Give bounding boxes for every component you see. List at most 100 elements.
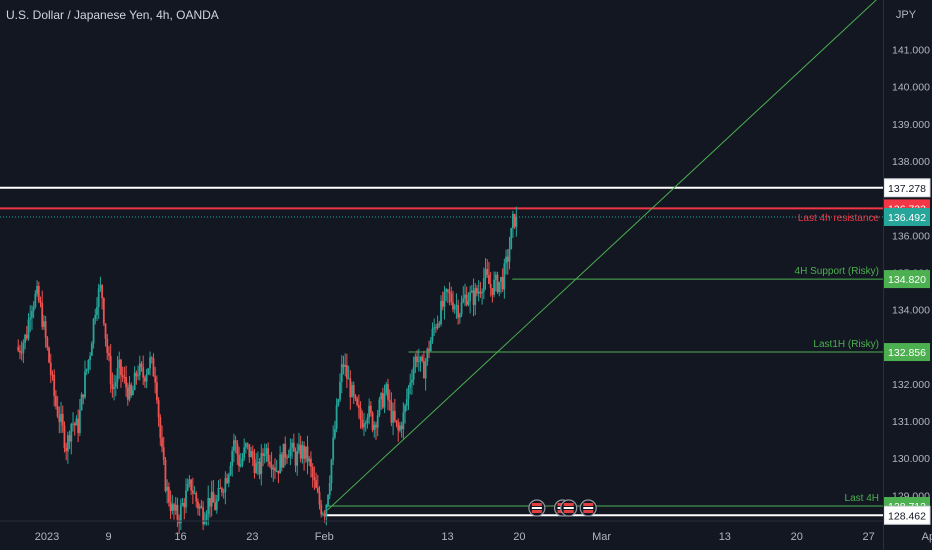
candle-body — [75, 418, 78, 426]
candle-body — [464, 294, 466, 299]
candle-body — [373, 424, 376, 430]
price-tag-label: 137.278 — [888, 183, 926, 195]
candle-body — [423, 360, 425, 379]
candle-body — [390, 401, 393, 423]
candle-body — [202, 507, 205, 525]
candle-body — [256, 461, 259, 464]
candle-body — [294, 451, 297, 466]
candle-body — [49, 362, 52, 375]
candle-body — [446, 289, 449, 292]
candle-body — [445, 289, 448, 293]
candle-body — [159, 417, 162, 438]
candle-body — [330, 459, 333, 484]
candle-body — [214, 502, 216, 510]
candle-body — [267, 448, 270, 462]
candle-body — [244, 443, 247, 448]
candle-body — [337, 399, 340, 406]
candle-body — [111, 384, 114, 389]
currency-label: JPY — [896, 9, 917, 21]
candle-body — [188, 479, 191, 485]
candle-body — [298, 444, 300, 451]
candle-body — [20, 352, 23, 354]
candle-body — [407, 387, 410, 400]
event-flag-stripe — [531, 507, 542, 509]
candle-body — [270, 464, 273, 470]
candle-body — [217, 487, 220, 500]
price-tag-box — [884, 343, 930, 362]
candle-body — [424, 361, 427, 379]
candle-body — [152, 358, 155, 377]
candle-body — [203, 519, 206, 525]
candle-body — [185, 490, 187, 508]
candle-body — [282, 443, 285, 468]
candle-body — [515, 216, 518, 227]
candle-body — [126, 387, 129, 400]
candle-body — [327, 494, 329, 506]
event-flag-stripe — [563, 503, 574, 506]
candle-body — [265, 448, 268, 454]
candle-body — [385, 384, 388, 393]
candle-body — [92, 318, 95, 344]
candle-body — [392, 410, 394, 423]
candle-body — [205, 514, 208, 520]
candle-body — [316, 487, 319, 492]
candle-body — [219, 487, 222, 489]
candle-body — [31, 311, 33, 318]
candle-body — [491, 288, 494, 295]
candle-body — [301, 445, 304, 459]
candle-body — [229, 466, 232, 475]
candle-body — [458, 314, 461, 318]
candle-body — [322, 513, 324, 515]
candle-body — [320, 504, 323, 515]
candle-body — [96, 306, 98, 316]
time-tick-label: 20 — [513, 531, 525, 543]
candle-body — [474, 288, 477, 305]
price-tag-box — [883, 505, 931, 525]
candle-body — [144, 377, 146, 382]
candle-body — [190, 479, 193, 491]
candle-body — [260, 453, 263, 475]
candle-body — [465, 294, 468, 305]
time-tick-label: 20 — [791, 531, 803, 543]
candle-body — [246, 443, 249, 445]
candle-body — [460, 302, 463, 315]
time-tick-label: 13 — [719, 531, 731, 543]
candle-body — [44, 321, 47, 338]
candle-body — [368, 405, 371, 418]
price-tick-label: 136.000 — [892, 230, 930, 242]
event-flag-stripe — [563, 507, 574, 509]
candle-body — [303, 445, 305, 459]
level-note-label: 4H Support (Risky) — [795, 266, 879, 277]
candle-body — [340, 364, 343, 382]
candle-body — [61, 413, 64, 426]
candle-body — [118, 359, 121, 369]
candle-body — [426, 348, 429, 362]
candle-body — [431, 328, 434, 341]
candle-body — [73, 423, 76, 426]
price-tag-label: 132.856 — [888, 347, 926, 359]
candle-body — [200, 506, 203, 508]
candle-body — [417, 360, 420, 362]
candle-body — [169, 502, 172, 511]
candle-body — [70, 423, 73, 442]
candle-body — [142, 367, 145, 378]
time-tick-label: 2023 — [35, 531, 59, 543]
level-note-label: Last1H (Risky) — [813, 339, 879, 350]
candle-body — [258, 461, 261, 475]
candle-body — [512, 213, 514, 229]
candle-body — [174, 504, 177, 511]
candle-body — [393, 410, 396, 421]
level-note-label: Last 4h resistance — [798, 213, 880, 224]
candle-body — [488, 274, 490, 284]
candle-body — [108, 352, 110, 356]
candle-body — [210, 491, 213, 507]
candle-body — [27, 319, 30, 339]
candle-body — [87, 359, 90, 370]
event-flag-stripe — [531, 503, 542, 506]
candle-body — [349, 378, 352, 398]
candle-body — [457, 305, 460, 318]
candle-body — [279, 454, 282, 474]
candle-body — [371, 412, 374, 430]
